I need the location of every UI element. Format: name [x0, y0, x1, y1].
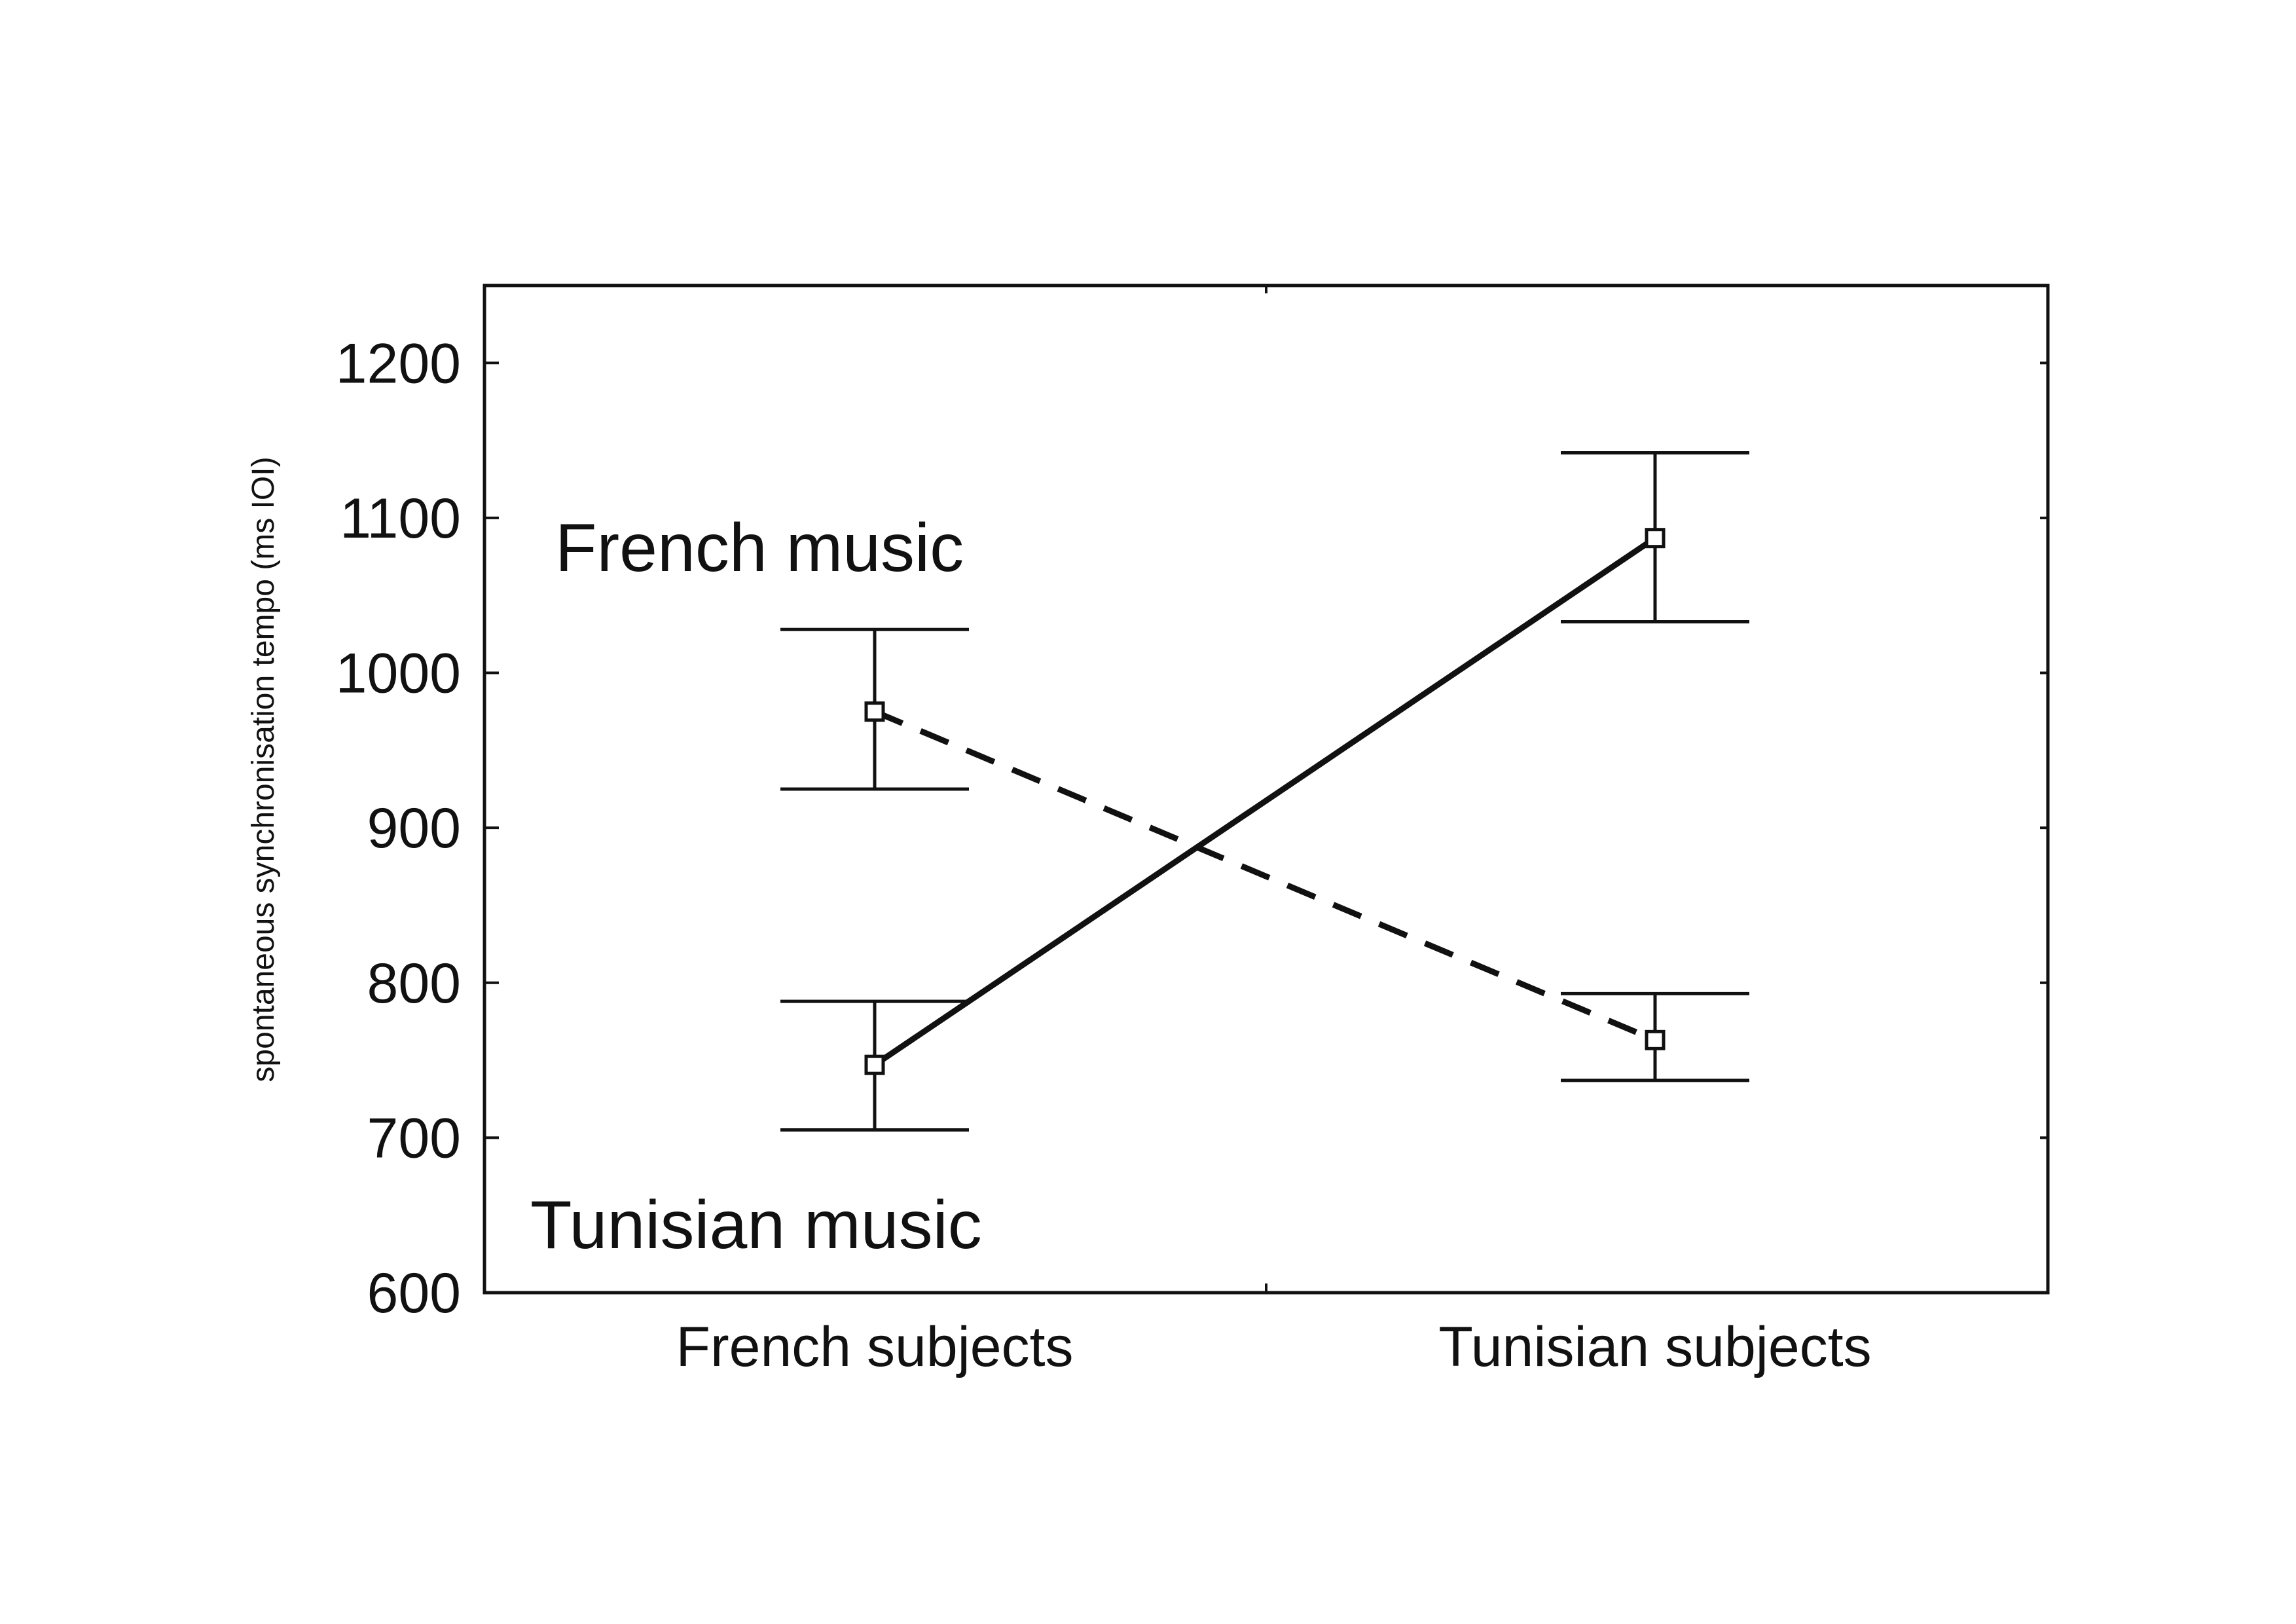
- plot-frame: [483, 284, 2050, 1295]
- series-layer: [780, 451, 1749, 1132]
- y-tick-label: 800: [367, 952, 462, 1015]
- y-axis-label: spontaneous synchronisation tempo (ms IO…: [246, 456, 281, 1082]
- annotation-french-music: French music: [555, 510, 964, 586]
- x-tick-label: Tunisian subjects: [1438, 1316, 1871, 1378]
- y-tick-label: 1000: [336, 642, 461, 705]
- y-tick-label: 900: [367, 797, 462, 860]
- series-line-french-music: [873, 709, 1656, 1043]
- y-tick-label: 700: [367, 1107, 462, 1170]
- data-point-tunisian-music: [864, 1054, 885, 1075]
- y-axis: 600 700 800 900 1000 1100 1200: [336, 332, 2048, 1325]
- x-axis: French subjects Tunisian subjects: [676, 286, 1872, 1378]
- y-tick-label: 1100: [340, 487, 461, 550]
- y-tick-label: 1200: [336, 332, 461, 395]
- annotation-tunisian-music: Tunisian music: [530, 1187, 982, 1263]
- y-tick-label: 600: [367, 1262, 462, 1325]
- data-point-french-music: [1645, 1029, 1666, 1050]
- x-tick-label: French subjects: [676, 1316, 1073, 1378]
- data-point-french-music: [864, 701, 885, 722]
- series-line-tunisian-music: [873, 535, 1657, 1067]
- data-point-tunisian-music: [1645, 528, 1666, 549]
